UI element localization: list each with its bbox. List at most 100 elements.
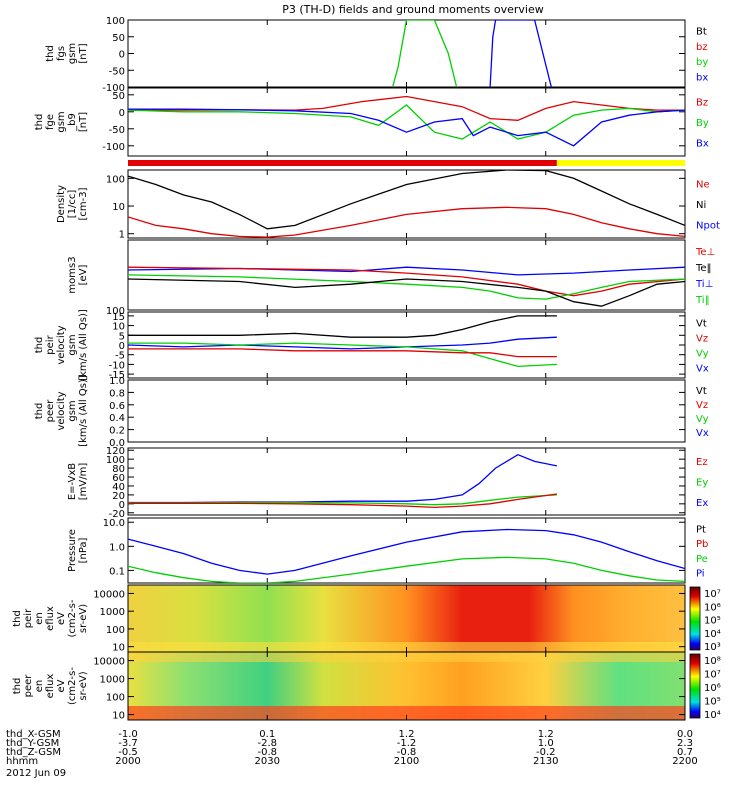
ephem-row-label: hhmm [6, 756, 38, 767]
y-tick-label: 15 [112, 312, 125, 323]
y-tick-label: 0 [119, 341, 125, 352]
legend-bz: bz [696, 42, 708, 53]
panel-elec_spec: 10⁸ 10⁷ 10⁶ 10⁵ 10⁴ 10000 1000 100 10 thd peer en ef… [12, 651, 721, 722]
y-tick-label: -20 [109, 509, 125, 520]
panel-frame [127, 19, 686, 88]
legend-Bx: Bx [696, 139, 709, 150]
y-axis-label: gsm [67, 334, 78, 355]
y-axis-label: thd [34, 403, 45, 420]
y-axis-label: gsm [67, 400, 78, 421]
ephem-value: -3.7 [118, 738, 138, 749]
y-tick-label: 0.1 [109, 566, 125, 577]
y-axis-label: moms3 [67, 256, 78, 293]
y-axis-label: peir [23, 608, 34, 628]
legend-Ey: Ey [696, 478, 708, 489]
legend-Pi: Pi [696, 569, 705, 580]
ephem-value: 2100 [394, 756, 419, 767]
y-tick-label: -5 [115, 351, 125, 362]
y-tick-label: 50 [112, 91, 125, 102]
y-axis-label: eV [56, 679, 67, 692]
figure-title: P3 (TH-D) fields and ground moments over… [282, 3, 544, 16]
ephem-value: 0.7 [677, 747, 693, 758]
y-tick-label: 0 [119, 50, 125, 61]
y-axis-label: en [34, 680, 45, 693]
y-tick-label: 100 [106, 693, 125, 704]
legend-bx: bx [696, 72, 708, 83]
y-tick-label: 20 [112, 491, 125, 502]
series-Vz [128, 348, 557, 358]
legend-Bz: Bz [696, 97, 708, 108]
legend-Vt: Vt [696, 319, 707, 330]
y-tick-label: 0 [119, 500, 125, 511]
y-axis-label: thd [34, 114, 45, 131]
ephem-value: 0.0 [677, 729, 693, 740]
panel-frame [127, 169, 686, 239]
panel-frame [127, 447, 686, 516]
y-axis-label: thd [12, 678, 23, 695]
ephem-value: 1.0 [538, 738, 554, 749]
y-axis-label: fgs [56, 46, 67, 61]
ephem-value: 2130 [533, 756, 558, 767]
legend-Pt: Pt [696, 524, 706, 535]
series-Bz [128, 95, 685, 121]
y-axis-label: _b9 [67, 113, 78, 132]
y-axis-label: peir [45, 334, 56, 354]
y-tick-label: 100 [106, 455, 125, 466]
colorbar [689, 586, 701, 651]
y-axis-label: thd [12, 610, 23, 627]
legend-Vy: Vy [696, 349, 709, 360]
y-tick-label: 10 [112, 202, 125, 213]
y-tick-label: -10 [109, 360, 125, 371]
colorbar-tick-label: 10⁶ [704, 602, 721, 613]
panel-density: 100 10 1 Density [1/cc] [cm-3] Ne Ni Npot [56, 169, 720, 241]
y-tick-label: 1000 [100, 607, 125, 618]
legend-Ez: Ez [696, 457, 708, 468]
ephem-value: -0.5 [118, 747, 138, 758]
y-tick-label: 100 [106, 16, 125, 27]
ephem-value: 1.2 [538, 729, 554, 740]
colorbar-tick-label: 10³ [704, 642, 721, 653]
ephem-row-label: thd_Y-GSM [6, 738, 59, 749]
y-axis-label: Density [56, 185, 67, 223]
y-tick-label: 60 [112, 473, 125, 484]
y-tick-label: -100 [102, 142, 125, 153]
y-axis-label: sr-eV) [78, 604, 89, 633]
y-tick-label: 10 [112, 643, 125, 654]
ephem-row-label: thd_Z-GSM [6, 747, 61, 758]
ephem-value: -2.8 [257, 738, 277, 749]
y-axis-label: (cm2-s- [67, 599, 78, 637]
series-Ne [128, 206, 685, 238]
y-tick-label: -15 [109, 370, 125, 381]
y-tick-label: 1.0 [109, 376, 125, 387]
y-tick-label: 1.0 [109, 542, 125, 553]
legend-by: by [696, 57, 708, 68]
panel-ion_spec: 10⁷ 10⁶ 10⁵ 10⁴ 10³ 10000 1000 100 10 thd peir en ef… [12, 584, 721, 654]
legend-Npot: Npot [696, 221, 720, 232]
y-tick-label: 40 [112, 482, 125, 493]
y-tick-label: 1000 [100, 675, 125, 686]
series-Vt [128, 315, 557, 338]
ephem-value: 2.3 [677, 738, 693, 749]
y-axis-label: [nT] [78, 112, 89, 132]
colorbar-tick-label: 10⁶ [704, 683, 721, 694]
y-tick-label: 1 [119, 230, 125, 241]
y-axis-label: gsm [56, 111, 67, 132]
colorbar [689, 653, 701, 719]
legend-Te⊥: Te⊥ [695, 247, 715, 258]
y-tick-label: 120 [106, 446, 125, 457]
colorbar-tick-label: 10⁷ [704, 670, 721, 681]
y-axis-label: (cm2-s- [67, 667, 78, 705]
y-tick-label: 10.0 [103, 518, 125, 529]
spectrogram-image [128, 585, 685, 652]
y-axis-label: [nPa] [78, 537, 89, 563]
y-tick-label: 0.2 [109, 426, 125, 437]
series-Ni [128, 170, 685, 230]
y-tick-label: 10000 [93, 657, 125, 668]
ephem-value: -1.0 [118, 729, 138, 740]
ephem-value: -0.8 [397, 747, 417, 758]
legend-Bt: Bt [696, 27, 707, 38]
y-tick-label: 0.6 [109, 401, 125, 412]
